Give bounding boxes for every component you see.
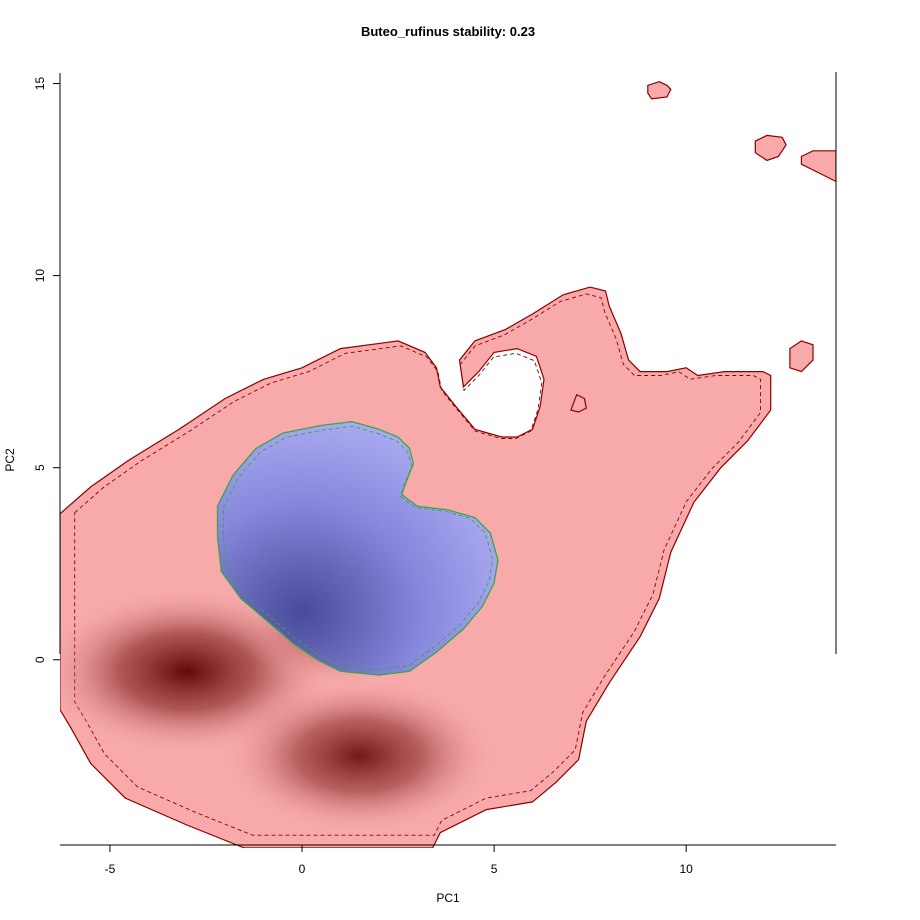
plot-area: [60, 80, 836, 848]
density-peak-layer: [60, 571, 499, 835]
red-island-3: [800, 150, 836, 183]
x-tick-label: -5: [105, 862, 116, 876]
y-tick-label: 0: [33, 656, 47, 663]
y-tick-label: 5: [33, 464, 47, 471]
chart-title: Buteo_rufinus stability: 0.23: [361, 24, 535, 39]
red-region-dashed-contour: [74, 293, 761, 836]
y-tick-label: 10: [33, 269, 47, 283]
y-axis-label: PC2: [3, 448, 17, 472]
red-island-4: [789, 340, 814, 373]
y-tick-label: 15: [33, 77, 47, 91]
x-tick-label: 0: [299, 862, 306, 876]
red-island-1: [647, 80, 672, 100]
density-peak-2: [220, 676, 499, 835]
blue-region-layer: [216, 420, 499, 676]
x-axis-ticks: -5 0 5 10: [105, 845, 693, 876]
red-island-5: [570, 393, 587, 413]
y-axis-ticks: 0 5 10 15: [33, 77, 60, 663]
x-axis-label: PC1: [436, 891, 460, 905]
blue-region: [216, 420, 499, 676]
red-island-2: [754, 134, 787, 162]
blue-region-dashed-contour: [222, 425, 494, 671]
x-tick-label: 5: [491, 862, 498, 876]
x-tick-label: 10: [679, 862, 693, 876]
